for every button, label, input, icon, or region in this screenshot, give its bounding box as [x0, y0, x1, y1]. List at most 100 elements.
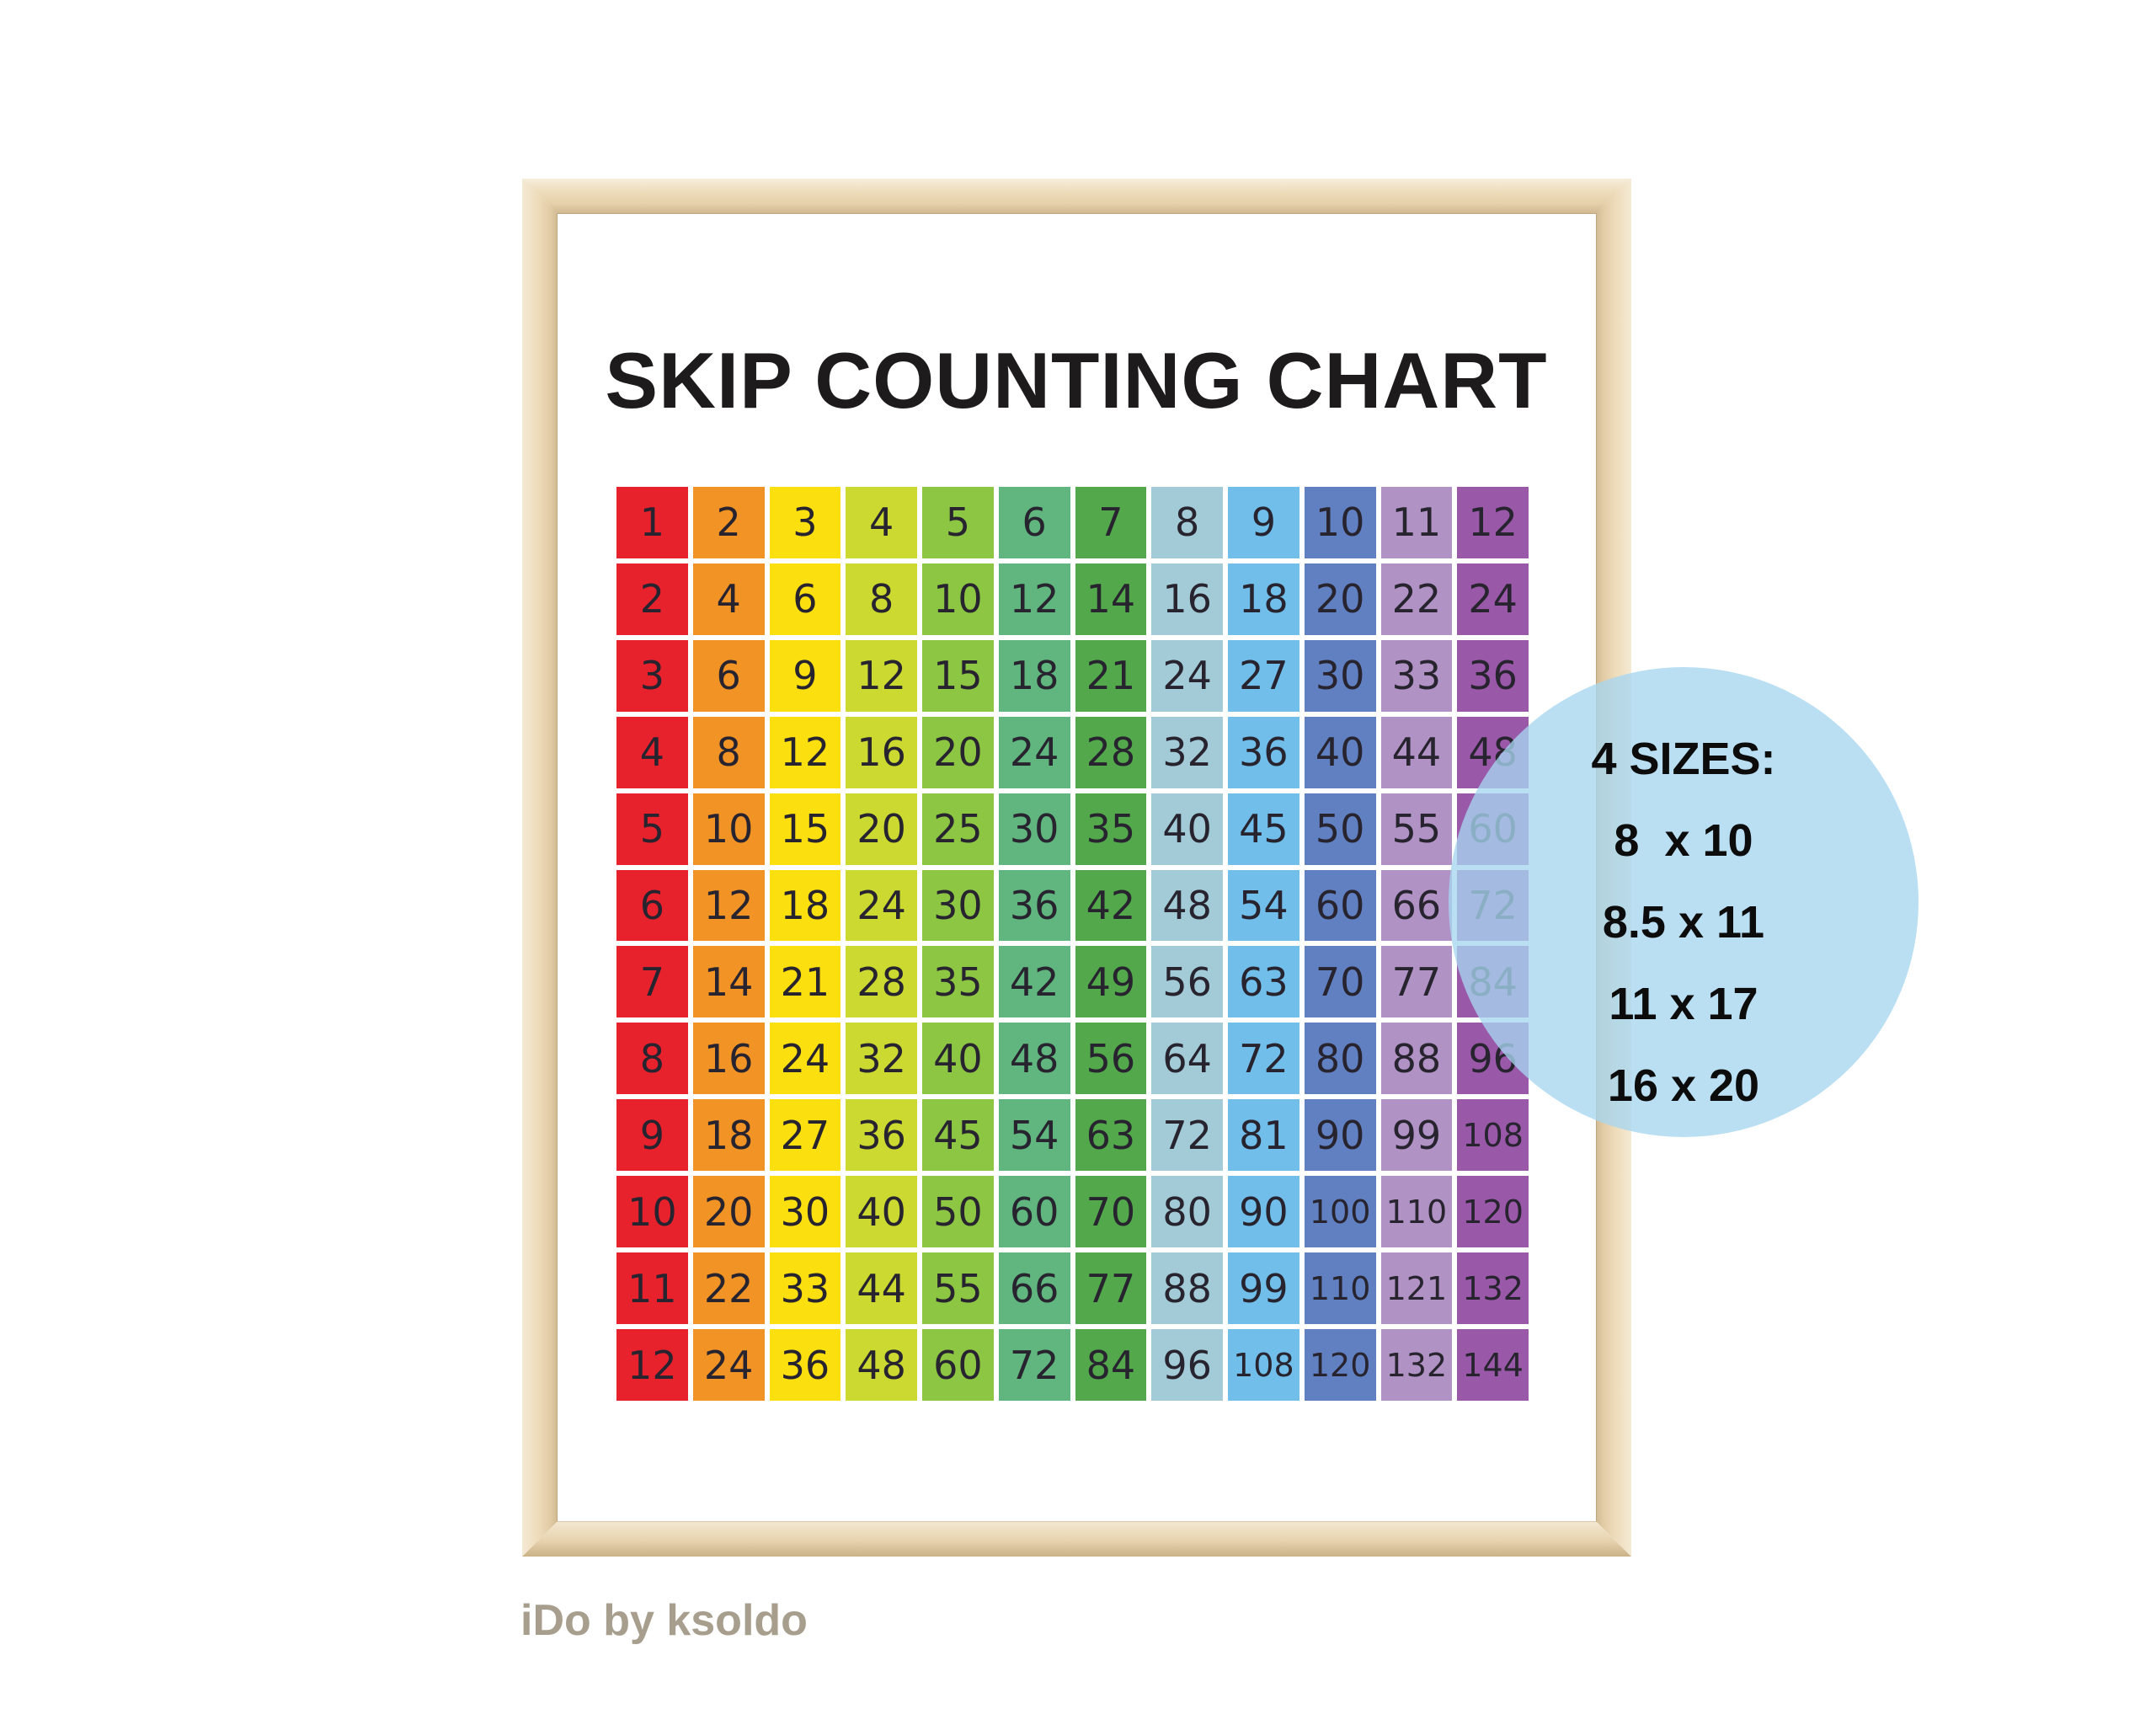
grid-cell-12x6: 72 — [998, 1329, 1070, 1401]
grid-cell-7x1: 7 — [616, 946, 688, 1018]
grid-cell-7x5: 35 — [922, 946, 994, 1018]
grid-cell-9x8: 72 — [1151, 1099, 1223, 1172]
grid-cell-2x6: 12 — [998, 563, 1070, 635]
sizes-badge-circle: 4 SIZES: 8 x 10 8.5 x 11 11 x 17 16 x 20 — [1449, 667, 1919, 1137]
grid-cell-6x6: 36 — [998, 869, 1070, 942]
grid-cell-9x4: 36 — [846, 1099, 917, 1172]
grid-cell-11x7: 77 — [1075, 1252, 1147, 1325]
grid-cell-8x3: 24 — [769, 1023, 841, 1095]
grid-cell-11x8: 88 — [1151, 1252, 1223, 1325]
grid-cell-5x10: 50 — [1304, 793, 1376, 865]
grid-cell-1x5: 5 — [922, 487, 994, 558]
grid-cell-10x7: 70 — [1075, 1176, 1147, 1248]
grid-cell-6x1: 6 — [616, 869, 688, 942]
grid-cell-11x4: 44 — [846, 1252, 917, 1325]
grid-cell-8x2: 16 — [692, 1023, 765, 1095]
grid-cell-2x11: 22 — [1380, 563, 1453, 635]
grid-cell-2x1: 2 — [616, 563, 688, 635]
grid-cell-12x3: 36 — [769, 1329, 841, 1401]
grid-cell-10x3: 30 — [769, 1176, 841, 1248]
grid-cell-8x5: 40 — [922, 1023, 994, 1095]
sizes-badge-line-2: 8.5 x 11 — [1602, 896, 1765, 948]
grid-cell-10x12: 120 — [1457, 1176, 1529, 1248]
grid-cell-6x10: 60 — [1304, 869, 1376, 942]
grid-cell-6x9: 54 — [1228, 869, 1299, 942]
grid-cell-8x7: 56 — [1075, 1023, 1147, 1095]
sizes-badge-line-3: 11 x 17 — [1609, 978, 1758, 1029]
grid-cell-8x11: 88 — [1380, 1023, 1453, 1095]
grid-cell-3x9: 27 — [1228, 639, 1299, 712]
grid-cell-7x2: 14 — [692, 946, 765, 1018]
grid-cell-4x1: 4 — [616, 716, 688, 788]
grid-cell-5x1: 5 — [616, 793, 688, 865]
grid-cell-8x10: 80 — [1304, 1023, 1376, 1095]
grid-cell-12x12: 144 — [1457, 1329, 1529, 1401]
grid-cell-5x4: 20 — [846, 793, 917, 865]
grid-cell-4x6: 24 — [998, 716, 1070, 788]
grid-cell-10x5: 50 — [922, 1176, 994, 1248]
grid-cell-12x2: 24 — [692, 1329, 765, 1401]
grid-cell-4x9: 36 — [1228, 716, 1299, 788]
grid-cell-9x11: 99 — [1380, 1099, 1453, 1172]
page-title: SKIP COUNTING CHART — [605, 336, 1548, 425]
grid-cell-6x4: 24 — [846, 869, 917, 942]
grid-cell-3x5: 15 — [922, 639, 994, 712]
grid-cell-2x7: 14 — [1075, 563, 1147, 635]
grid-cell-9x10: 90 — [1304, 1099, 1376, 1172]
grid-cell-3x3: 9 — [769, 639, 841, 712]
skip-counting-grid: 1 2 3 4 5 6 7 8 9 10 11 12 2 4 6 8 10 12 14 16 18 20 22 24 3 6 9 12… — [616, 487, 1529, 1401]
grid-cell-7x4: 28 — [846, 946, 917, 1018]
grid-cell-9x7: 63 — [1075, 1099, 1147, 1172]
grid-cell-2x10: 20 — [1304, 563, 1376, 635]
grid-cell-11x10: 110 — [1304, 1252, 1376, 1325]
grid-cell-1x6: 6 — [998, 487, 1070, 558]
grid-cell-7x7: 49 — [1075, 946, 1147, 1018]
grid-cell-7x10: 70 — [1304, 946, 1376, 1018]
grid-cell-9x9: 81 — [1228, 1099, 1299, 1172]
grid-cell-7x3: 21 — [769, 946, 841, 1018]
grid-cell-9x2: 18 — [692, 1099, 765, 1172]
grid-cell-2x8: 16 — [1151, 563, 1223, 635]
grid-cell-4x8: 32 — [1151, 716, 1223, 788]
grid-cell-5x3: 15 — [769, 793, 841, 865]
grid-cell-12x9: 108 — [1228, 1329, 1299, 1401]
grid-cell-12x11: 132 — [1380, 1329, 1453, 1401]
grid-cell-1x9: 9 — [1228, 487, 1299, 558]
grid-cell-8x4: 32 — [846, 1023, 917, 1095]
grid-cell-3x11: 33 — [1380, 639, 1453, 712]
grid-cell-12x8: 96 — [1151, 1329, 1223, 1401]
grid-cell-6x2: 12 — [692, 869, 765, 942]
grid-cell-2x4: 8 — [846, 563, 917, 635]
grid-cell-3x7: 21 — [1075, 639, 1147, 712]
grid-cell-5x8: 40 — [1151, 793, 1223, 865]
grid-cell-9x5: 45 — [922, 1099, 994, 1172]
grid-cell-3x6: 18 — [998, 639, 1070, 712]
grid-cell-12x7: 84 — [1075, 1329, 1147, 1401]
grid-cell-11x11: 121 — [1380, 1252, 1453, 1325]
grid-cell-6x8: 48 — [1151, 869, 1223, 942]
grid-cell-5x7: 35 — [1075, 793, 1147, 865]
grid-cell-11x6: 66 — [998, 1252, 1070, 1325]
grid-cell-11x9: 99 — [1228, 1252, 1299, 1325]
sizes-badge-heading: 4 SIZES: — [1591, 733, 1776, 784]
grid-cell-9x3: 27 — [769, 1099, 841, 1172]
grid-cell-10x4: 40 — [846, 1176, 917, 1248]
grid-cell-1x3: 3 — [769, 487, 841, 558]
grid-cell-6x3: 18 — [769, 869, 841, 942]
grid-cell-9x1: 9 — [616, 1099, 688, 1172]
frame-top-bar — [522, 179, 1631, 214]
grid-cell-1x4: 4 — [846, 487, 917, 558]
grid-cell-5x5: 25 — [922, 793, 994, 865]
grid-cell-11x5: 55 — [922, 1252, 994, 1325]
grid-cell-12x10: 120 — [1304, 1329, 1376, 1401]
grid-cell-4x5: 20 — [922, 716, 994, 788]
grid-cell-10x11: 110 — [1380, 1176, 1453, 1248]
grid-cell-5x2: 10 — [692, 793, 765, 865]
grid-cell-11x12: 132 — [1457, 1252, 1529, 1325]
grid-cell-8x6: 48 — [998, 1023, 1070, 1095]
grid-cell-3x2: 6 — [692, 639, 765, 712]
grid-cell-6x7: 42 — [1075, 869, 1147, 942]
sizes-badge-text: 4 SIZES: 8 x 10 8.5 x 11 11 x 17 16 x 20 — [1591, 718, 1775, 1127]
grid-cell-1x10: 10 — [1304, 487, 1376, 558]
grid-cell-8x1: 8 — [616, 1023, 688, 1095]
